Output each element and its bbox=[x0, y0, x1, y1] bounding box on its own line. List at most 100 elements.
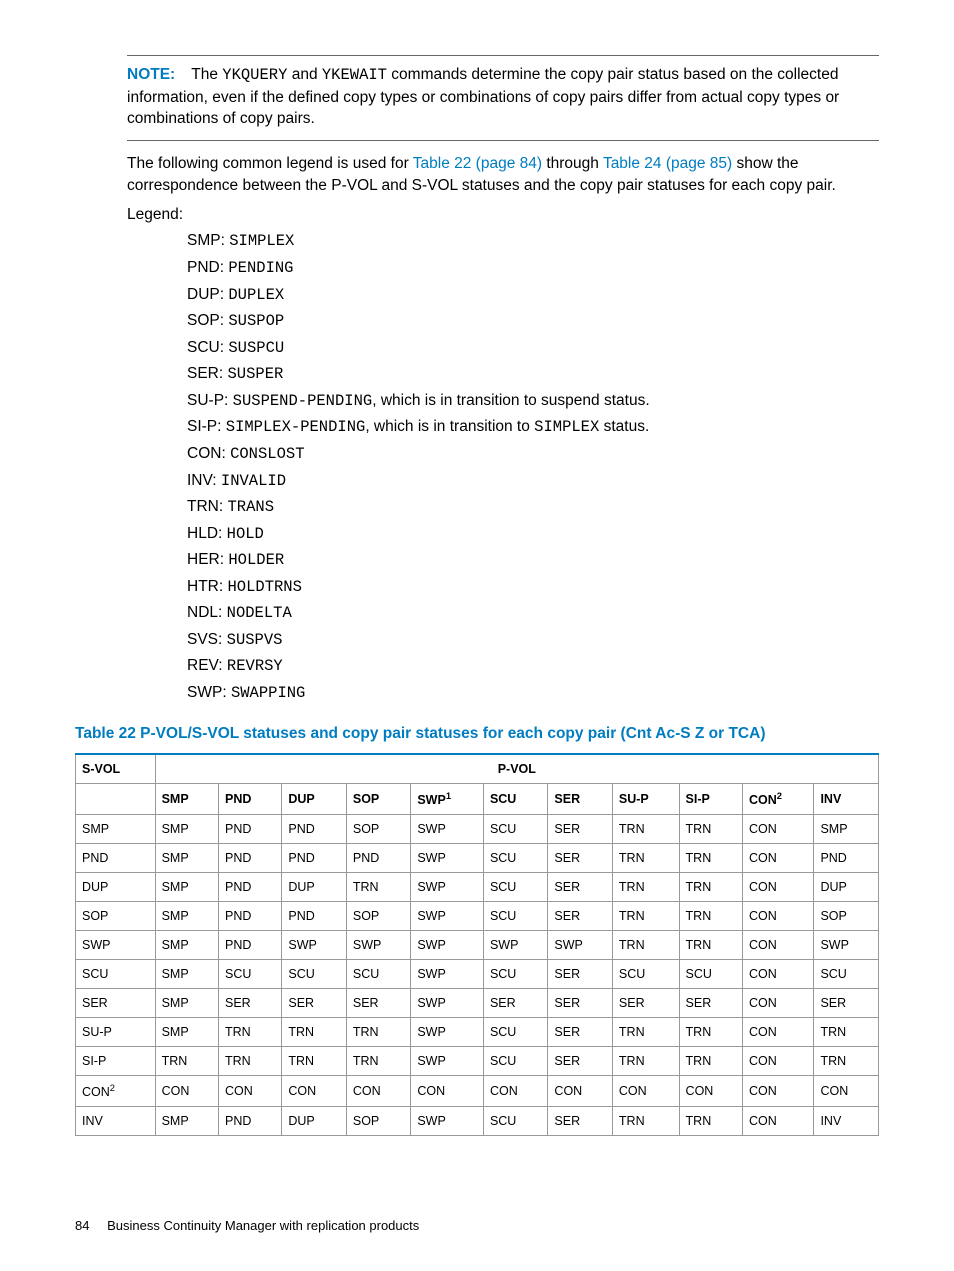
legend-abbr: SVS bbox=[187, 631, 218, 648]
legend-abbr: INV bbox=[187, 472, 212, 489]
table-cell: CON bbox=[346, 1075, 410, 1106]
table-cell: TRN bbox=[679, 1046, 742, 1075]
table-cell: SER bbox=[282, 988, 346, 1017]
table-cell: CON bbox=[814, 1075, 879, 1106]
table-cell: SWP bbox=[411, 988, 484, 1017]
legend-value: INVALID bbox=[221, 472, 286, 490]
legend-item: SOP: SUSPOP bbox=[187, 308, 879, 335]
legend-abbr: HLD bbox=[187, 525, 218, 542]
table-cell: TRN bbox=[814, 1046, 879, 1075]
table-cell: CON bbox=[742, 1106, 814, 1135]
legend-value: PENDING bbox=[228, 259, 293, 277]
table-cell: SER bbox=[548, 872, 612, 901]
legend-tail: , which is in transition to bbox=[365, 418, 534, 435]
note-cmd2: YKEWAIT bbox=[322, 66, 387, 84]
table-cell: PND bbox=[218, 843, 281, 872]
table-cell: CON bbox=[742, 988, 814, 1017]
table-cell: CON bbox=[742, 1046, 814, 1075]
legend-item: DUP: DUPLEX bbox=[187, 282, 879, 309]
table-cell: DUP bbox=[282, 872, 346, 901]
row-header: INV bbox=[76, 1106, 156, 1135]
table-cell: SWP bbox=[282, 930, 346, 959]
table-cell: SOP bbox=[814, 901, 879, 930]
table-corner: S-VOL bbox=[76, 754, 156, 784]
table-cell: SWP bbox=[548, 930, 612, 959]
table-cell: SMP bbox=[155, 959, 218, 988]
table-cell: PND bbox=[346, 843, 410, 872]
note-label: NOTE: bbox=[127, 66, 175, 83]
column-header: SI-P bbox=[679, 783, 742, 814]
legend-value: SIMPLEX bbox=[229, 232, 294, 250]
table-cell: SCU bbox=[679, 959, 742, 988]
table-cell: TRN bbox=[612, 901, 679, 930]
legend-item: SCU: SUSPCU bbox=[187, 335, 879, 362]
legend-abbr: HTR bbox=[187, 578, 219, 595]
table-cell: TRN bbox=[346, 872, 410, 901]
table-cell: TRN bbox=[679, 814, 742, 843]
page-number: 84 bbox=[75, 1218, 89, 1233]
table-cell: SOP bbox=[346, 901, 410, 930]
legend-tail-mono: SIMPLEX bbox=[534, 418, 599, 436]
table-cell: TRN bbox=[612, 1106, 679, 1135]
legend-abbr: NDL bbox=[187, 604, 218, 621]
table-group-header: P-VOL bbox=[155, 754, 878, 784]
table-cell: SER bbox=[548, 1106, 612, 1135]
table-cell: SCU bbox=[612, 959, 679, 988]
link-table22[interactable]: Table 22 (page 84) bbox=[413, 155, 542, 172]
table-cell: TRN bbox=[155, 1046, 218, 1075]
table-cell: SOP bbox=[346, 814, 410, 843]
table-cell: CON bbox=[742, 959, 814, 988]
note-text-mid: and bbox=[287, 66, 321, 83]
legend-value: SUSPER bbox=[228, 365, 284, 383]
legend-item: SU-P: SUSPEND-PENDING, which is in trans… bbox=[187, 388, 879, 415]
legend-value: TRANS bbox=[227, 498, 274, 516]
intro-mid: through bbox=[542, 155, 603, 172]
table-cell: TRN bbox=[612, 814, 679, 843]
table-cell: TRN bbox=[612, 1046, 679, 1075]
table-cell: SER bbox=[548, 901, 612, 930]
table-cell: CON bbox=[155, 1075, 218, 1106]
table-cell: CON bbox=[612, 1075, 679, 1106]
table-cell: TRN bbox=[346, 1046, 410, 1075]
legend-item: NDL: NODELTA bbox=[187, 600, 879, 627]
legend-abbr: PND bbox=[187, 259, 220, 276]
legend-item: INV: INVALID bbox=[187, 468, 879, 495]
table-cell: TRN bbox=[612, 1017, 679, 1046]
table-cell: CON bbox=[679, 1075, 742, 1106]
table-cell: CON bbox=[742, 843, 814, 872]
legend-item: SER: SUSPER bbox=[187, 361, 879, 388]
link-table24[interactable]: Table 24 (page 85) bbox=[603, 155, 732, 172]
table-cell: SCU bbox=[483, 843, 547, 872]
note-cmd1: YKQUERY bbox=[222, 66, 287, 84]
table-cell: PND bbox=[814, 843, 879, 872]
table-cell: PND bbox=[218, 814, 281, 843]
legend-item: HER: HOLDER bbox=[187, 547, 879, 574]
column-header: SCU bbox=[483, 783, 547, 814]
table-cell: SWP bbox=[411, 843, 484, 872]
legend-value: SWAPPING bbox=[231, 684, 305, 702]
legend-item: HLD: HOLD bbox=[187, 521, 879, 548]
legend-item: TRN: TRANS bbox=[187, 494, 879, 521]
table-cell: PND bbox=[218, 930, 281, 959]
table-cell: SCU bbox=[483, 1017, 547, 1046]
table-cell: CON bbox=[742, 1075, 814, 1106]
legend-value: SUSPEND-PENDING bbox=[233, 392, 373, 410]
column-header: SMP bbox=[155, 783, 218, 814]
table-cell: SWP bbox=[346, 930, 410, 959]
legend-tail2: status. bbox=[599, 418, 649, 435]
table-cell: SWP bbox=[483, 930, 547, 959]
table-cell: CON bbox=[483, 1075, 547, 1106]
note-box: NOTE: The YKQUERY and YKEWAIT commands d… bbox=[127, 55, 879, 141]
status-table: S-VOLP-VOL SMPPNDDUPSOPSWP1SCUSERSU-PSI-… bbox=[75, 753, 879, 1136]
table-cell: SER bbox=[483, 988, 547, 1017]
row-header: SCU bbox=[76, 959, 156, 988]
row-header: SER bbox=[76, 988, 156, 1017]
legend-item: SVS: SUSPVS bbox=[187, 627, 879, 654]
table-cell: TRN bbox=[612, 872, 679, 901]
table-cell: SWP bbox=[411, 901, 484, 930]
table-cell: SER bbox=[548, 959, 612, 988]
table-cell: PND bbox=[282, 901, 346, 930]
column-header: SU-P bbox=[612, 783, 679, 814]
table-cell: SMP bbox=[155, 843, 218, 872]
table-cell: SCU bbox=[483, 814, 547, 843]
